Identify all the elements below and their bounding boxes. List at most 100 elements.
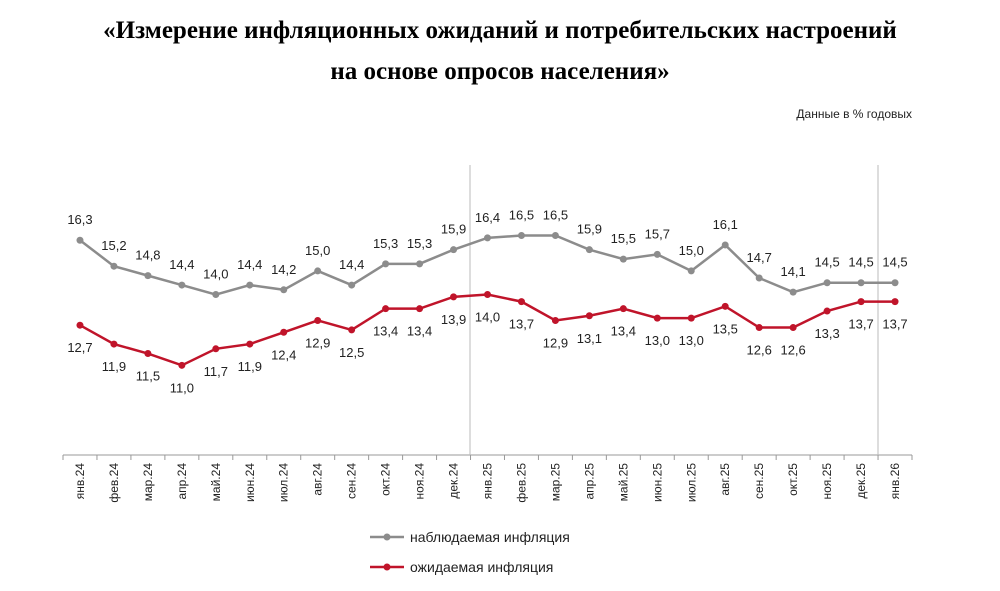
point: [517, 298, 525, 306]
point: [76, 321, 84, 329]
x-tick-label: июн.24: [243, 463, 257, 502]
point: [348, 281, 356, 289]
x-tick-label: янв.24: [73, 463, 87, 500]
point: [110, 340, 118, 348]
value-label: 15,3: [407, 236, 432, 251]
value-label: 16,5: [509, 208, 534, 223]
value-label: 13,7: [882, 317, 907, 332]
value-label: 15,3: [373, 236, 398, 251]
value-label: 14,2: [271, 262, 296, 277]
point: [789, 288, 797, 296]
line: [79, 293, 896, 367]
value-label: 15,0: [305, 243, 330, 258]
value-label: 14,4: [339, 257, 364, 272]
point: [110, 262, 118, 270]
x-tick-label: фев.24: [107, 463, 121, 503]
chart-subtitle: Данные в % годовых: [796, 107, 912, 121]
x-tick-label: ноя.25: [820, 463, 834, 500]
point: [450, 246, 458, 254]
value-label: 11,0: [170, 380, 194, 395]
legend-label: наблюдаемая инфляция: [410, 529, 570, 545]
value-label: 12,6: [780, 343, 805, 358]
legend-marker: [383, 563, 391, 571]
point: [653, 314, 661, 322]
value-label: 16,4: [475, 210, 500, 225]
value-label: 13,4: [407, 324, 432, 339]
point: [314, 316, 322, 324]
value-label: 14,5: [882, 255, 907, 270]
chart-title: «Измерение инфляционных ожиданий и потре…: [103, 17, 897, 44]
point: [212, 291, 220, 299]
x-tick-label: июл.25: [684, 463, 698, 502]
point: [823, 307, 831, 315]
value-label: 13,4: [373, 324, 398, 339]
x-tick-label: авг.24: [311, 463, 325, 496]
x-tick-label: ноя.24: [413, 463, 427, 500]
x-tick-label: май.25: [616, 463, 630, 502]
x-tick-label: дек.24: [447, 463, 461, 499]
value-label: 11,9: [238, 359, 262, 374]
point: [789, 324, 797, 332]
value-label: 14,0: [475, 310, 500, 325]
value-label: 13,4: [611, 324, 636, 339]
value-label: 14,4: [237, 257, 262, 272]
point: [314, 267, 322, 275]
value-label: 14,5: [814, 255, 839, 270]
value-label: 13,5: [713, 321, 738, 336]
x-tick-label: апр.24: [175, 463, 189, 500]
value-label: 13,0: [645, 333, 670, 348]
point: [721, 302, 729, 310]
point: [585, 246, 593, 254]
point: [653, 250, 661, 258]
point: [212, 345, 220, 353]
value-label: 11,7: [204, 364, 228, 379]
x-tick-label: окт.24: [379, 463, 393, 496]
value-label: 15,9: [577, 222, 602, 237]
value-label: 14,0: [203, 267, 228, 282]
value-label: 15,7: [645, 226, 670, 241]
point: [857, 298, 865, 306]
legend-label: ожидаемая инфляция: [410, 559, 553, 575]
point: [484, 291, 491, 299]
point: [619, 255, 627, 263]
point: [416, 260, 424, 268]
point: [450, 293, 458, 301]
x-tick-label: июн.25: [650, 463, 664, 502]
point: [484, 234, 491, 242]
x-tick-label: янв.26: [888, 463, 902, 500]
point: [348, 326, 356, 334]
value-label: 12,6: [747, 343, 772, 358]
point: [280, 328, 288, 336]
value-label: 13,3: [814, 326, 839, 341]
value-label: 13,9: [441, 312, 466, 327]
point: [144, 350, 152, 358]
value-label: 16,3: [67, 212, 92, 227]
x-tick-label: дек.25: [854, 463, 868, 499]
point: [891, 298, 899, 306]
value-label: 15,2: [101, 238, 126, 253]
point: [246, 340, 254, 348]
value-label: 15,9: [441, 222, 466, 237]
point: [178, 281, 186, 289]
value-label: 12,9: [305, 335, 330, 350]
value-label: 14,5: [848, 255, 873, 270]
point: [144, 272, 152, 280]
x-tick-label: окт.25: [786, 463, 800, 496]
value-label: 14,8: [135, 248, 160, 263]
point: [246, 281, 254, 289]
point: [551, 232, 559, 240]
point: [551, 316, 559, 324]
value-label: 14,7: [747, 250, 772, 265]
value-label: 12,9: [543, 335, 568, 350]
point: [891, 279, 899, 287]
point: [382, 260, 390, 268]
point: [178, 361, 186, 369]
point: [382, 305, 390, 313]
x-tick-label: фев.25: [514, 463, 528, 503]
point: [619, 305, 627, 313]
value-label: 16,5: [543, 208, 568, 223]
point: [416, 305, 424, 313]
point: [755, 324, 763, 332]
value-label: 13,1: [577, 331, 602, 346]
